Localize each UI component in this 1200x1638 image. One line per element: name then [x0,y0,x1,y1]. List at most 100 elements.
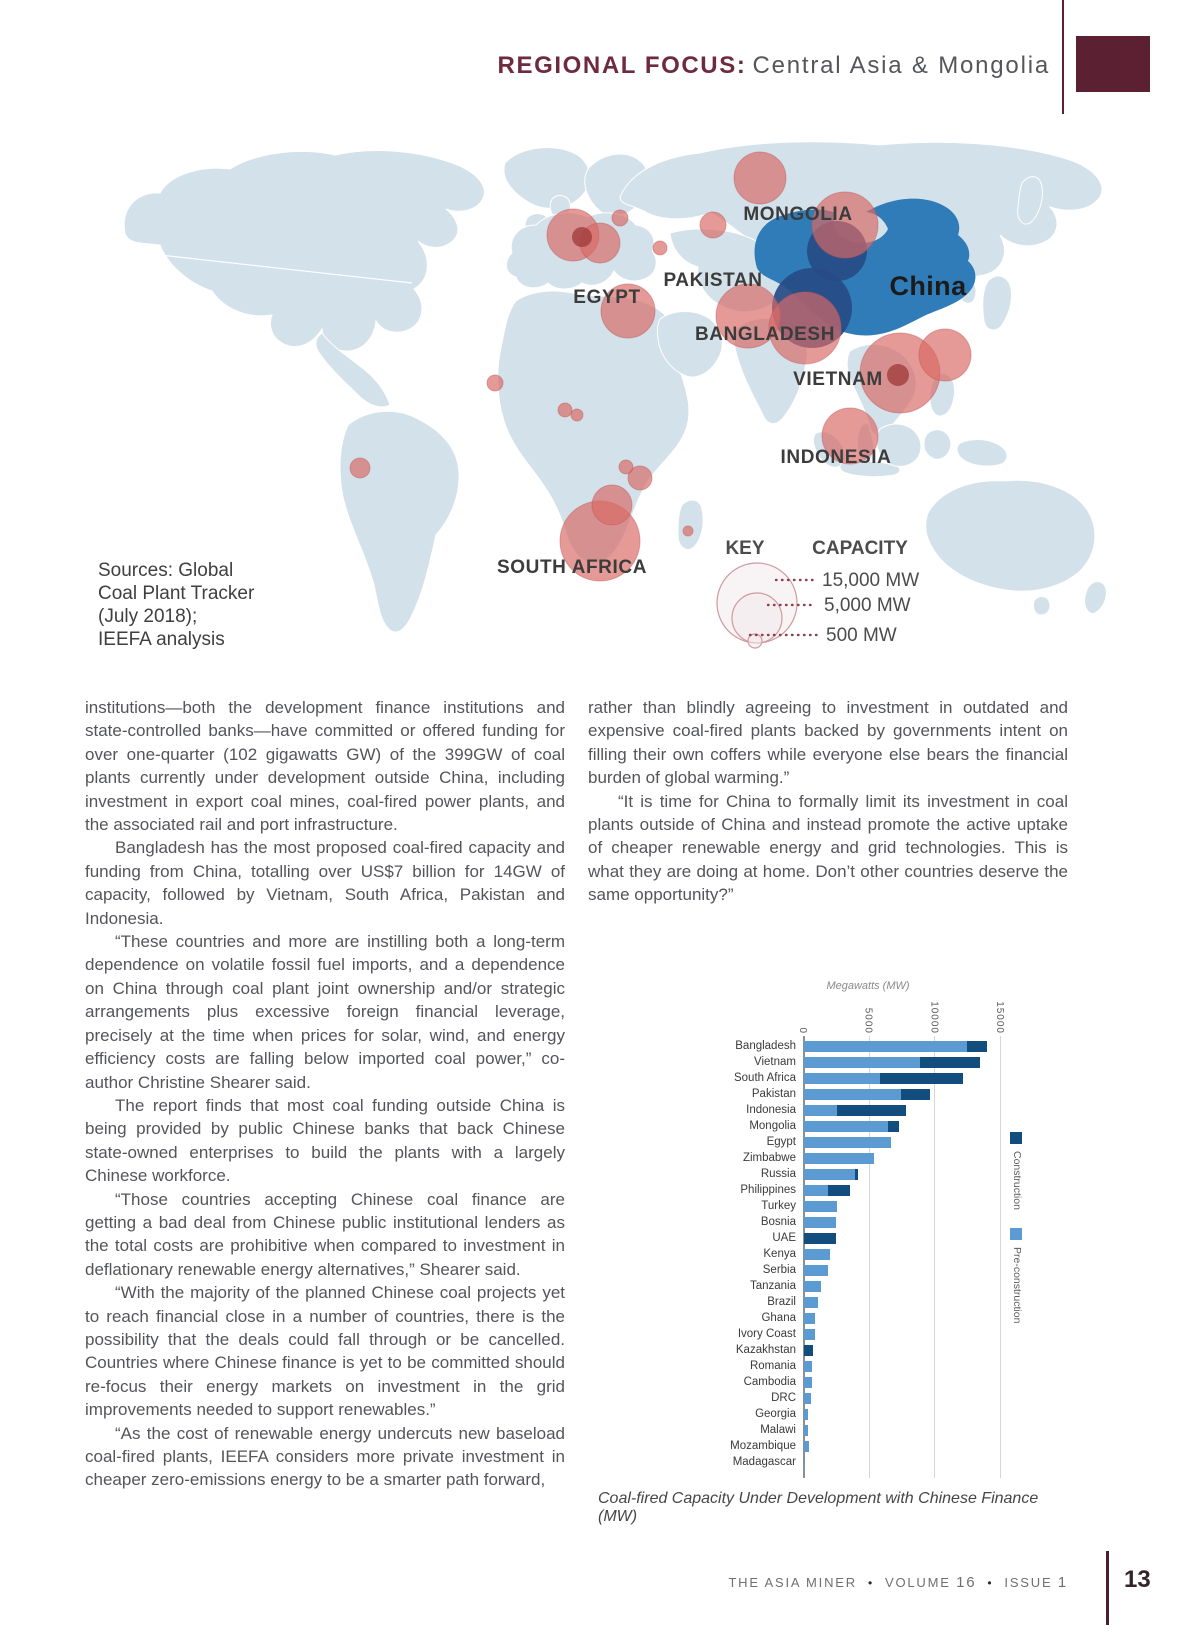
chart-row: Vietnam [598,1055,1098,1071]
chart-row-label: Ivory Coast [737,1328,796,1340]
georgia-capacity-bubble [611,209,629,227]
coal-capacity-bar-chart: Megawatts (MW) Construction Pre-construc… [598,980,1098,1540]
bar-segment-pre-construction [804,1041,967,1052]
legend-swatch-construction [1010,1132,1022,1144]
key-entry-5000: 5,000 MW [824,595,911,616]
key-entry-15000: 15,000 MW [822,570,919,591]
chart-row: Kazakhstan [598,1343,1098,1359]
chart-row-label: Mongolia [749,1120,796,1132]
bullet-icon: • [987,1576,994,1590]
south-america-shape [339,410,460,633]
sources-line: (July 2018); [98,606,197,627]
chart-row-label: Russia [760,1168,796,1180]
bar-segment-construction [901,1089,931,1100]
chart-bar [804,1185,850,1196]
bar-segment-pre-construction [804,1137,891,1148]
chart-row: Brazil [598,1295,1098,1311]
legend-construction: Construction [1010,1132,1023,1210]
bar-segment-pre-construction [804,1329,815,1340]
sources-line: Coal Plant Tracker [98,583,255,604]
chart-row: UAE [598,1231,1098,1247]
chart-row-label: Georgia [755,1408,796,1420]
egypt-capacity-bubble [600,283,656,339]
header-region-title: Central Asia & Mongolia [752,52,1050,79]
article-paragraph: rather than blindly agreeing to investme… [588,698,1068,788]
bar-segment-construction [804,1345,814,1356]
chart-row-label: Egypt [766,1136,796,1148]
article-paragraph: “It is time for China to formally limit … [588,791,1068,905]
chart-row-label: Malawi [760,1424,796,1436]
bar-segment-pre-construction [804,1057,920,1068]
chart-bar [804,1105,907,1116]
bar-segment-construction [836,1105,907,1116]
vietnam-core-capacity-bubble [887,364,909,386]
chart-bar [804,1281,822,1292]
x-tick-label: 5000 [862,1007,874,1034]
bar-segment-pre-construction [804,1073,881,1084]
bar-segment-pre-construction [804,1185,828,1196]
borneo-shape [875,423,922,467]
capacity-bubbles-layer: MONGOLIA PAKISTAN EGYPT China BANGLADESH VIET… [349,151,972,582]
footer-divider-line [1106,1551,1109,1625]
ghana-capacity-bubble [557,402,573,418]
chart-row: Bosnia [598,1215,1098,1231]
chart-row: Mozambique [598,1439,1098,1455]
chart-bar [804,1441,809,1452]
footer-volume-label: VOLUME [884,1575,951,1590]
south-africa-north-capacity-bubble [591,484,633,526]
sources-line: Sources: Global [98,560,233,581]
footer-magazine-name: THE ASIA MINER [728,1575,857,1590]
map-label-egypt: EGYPT [573,287,640,308]
chart-bar [804,1345,814,1356]
new-guinea-shape [956,439,1008,467]
chart-bar [804,1313,815,1324]
chart-row-label: Brazil [767,1296,796,1308]
chart-row: Madagascar [598,1455,1098,1471]
map-label-mongolia: MONGOLIA [743,204,852,225]
sources-line: IEEFA analysis [98,629,225,650]
page-header: REGIONAL FOCUS: Central Asia & Mongolia [498,52,1050,80]
bar-segment-pre-construction [804,1121,889,1132]
chart-bar [804,1265,828,1276]
article-paragraph: “With the majority of the planned Chines… [85,1283,565,1420]
map-label-vietnam: VIETNAM [793,369,883,390]
world-map: MONGOLIA PAKISTAN EGYPT China BANGLADESH VIET… [98,141,1107,650]
map-label-pakistan: PAKISTAN [663,270,762,291]
chart-bar [804,1393,811,1404]
caspian-capacity-bubble [652,240,668,256]
chart-row-label: Bangladesh [735,1040,796,1052]
chart-bar [804,1089,931,1100]
chart-row: DRC [598,1391,1098,1407]
chart-row-label: Tanzania [749,1280,796,1292]
bar-segment-pre-construction [804,1105,837,1116]
header-divider-line [1062,0,1064,114]
bar-segment-pre-construction [804,1153,874,1164]
bar-segment-construction [919,1057,980,1068]
bar-segment-pre-construction [804,1201,837,1212]
x-tick-label: 0 [797,1027,808,1034]
legend-label-construction: Construction [1011,1151,1023,1210]
chart-bar [804,1137,891,1148]
chart-row: Kenya [598,1247,1098,1263]
russia-capacity-bubble [733,151,787,205]
chart-row-label: Turkey [761,1200,796,1212]
chart-row-label: DRC [771,1392,796,1404]
bar-segment-pre-construction [804,1393,811,1404]
bar-segment-pre-construction [804,1217,836,1228]
kenya-capacity-bubble [627,465,653,491]
brazil-capacity-bubble [349,457,371,479]
chart-row: Bangladesh [598,1039,1098,1055]
bar-segment-construction [888,1121,899,1132]
map-label-indonesia: INDONESIA [781,447,892,468]
article-paragraph: The report finds that most coal funding … [85,1095,565,1186]
new-zealand-shape [1084,581,1107,614]
chart-axis-title: Megawatts (MW) [826,980,910,992]
greenland-shape [503,147,590,209]
bar-segment-pre-construction [804,1361,812,1372]
chart-row-label: Pakistan [751,1088,796,1100]
chart-row-label: Kazakhstan [735,1344,796,1356]
chart-bar [804,1217,836,1228]
arabia-shape [656,311,723,378]
x-tick-label: 15000 [994,1001,1005,1034]
